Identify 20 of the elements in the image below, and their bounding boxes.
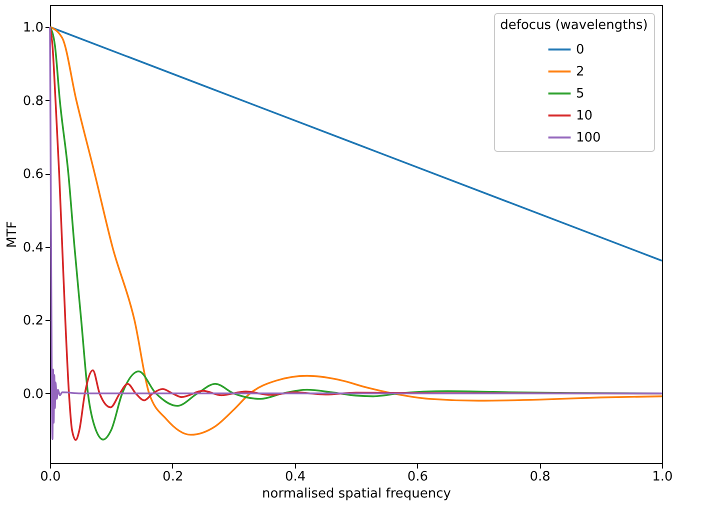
y-tick-label: 0.8	[22, 94, 44, 109]
x-tick-label: 0.2	[162, 470, 184, 484]
y-tick-label: 0.0	[22, 386, 44, 402]
legend-title: defocus (wavelengths)	[500, 18, 648, 33]
y-tick-label: 1.0	[22, 20, 44, 36]
x-axis-title: normalised spatial frequency	[262, 486, 452, 502]
x-tick-label: 0.4	[284, 470, 306, 484]
y-tick-label: 0.2	[22, 314, 44, 329]
y-tick-label: 0.4	[22, 240, 44, 256]
legend-label: 5	[576, 86, 584, 102]
x-tick-label: 0.8	[530, 470, 550, 484]
x-tick-label: 0.6	[407, 470, 428, 484]
legend-label: 0	[576, 42, 584, 58]
legend-label: 10	[576, 108, 593, 124]
legend-label: 2	[576, 64, 584, 80]
y-axis-title: MTF	[4, 221, 20, 248]
legend-label: 100	[576, 130, 601, 146]
x-tick-label: 0.0	[40, 470, 61, 484]
y-tick-label: 0.6	[22, 167, 44, 182]
x-tick-label: 1.0	[652, 470, 673, 484]
